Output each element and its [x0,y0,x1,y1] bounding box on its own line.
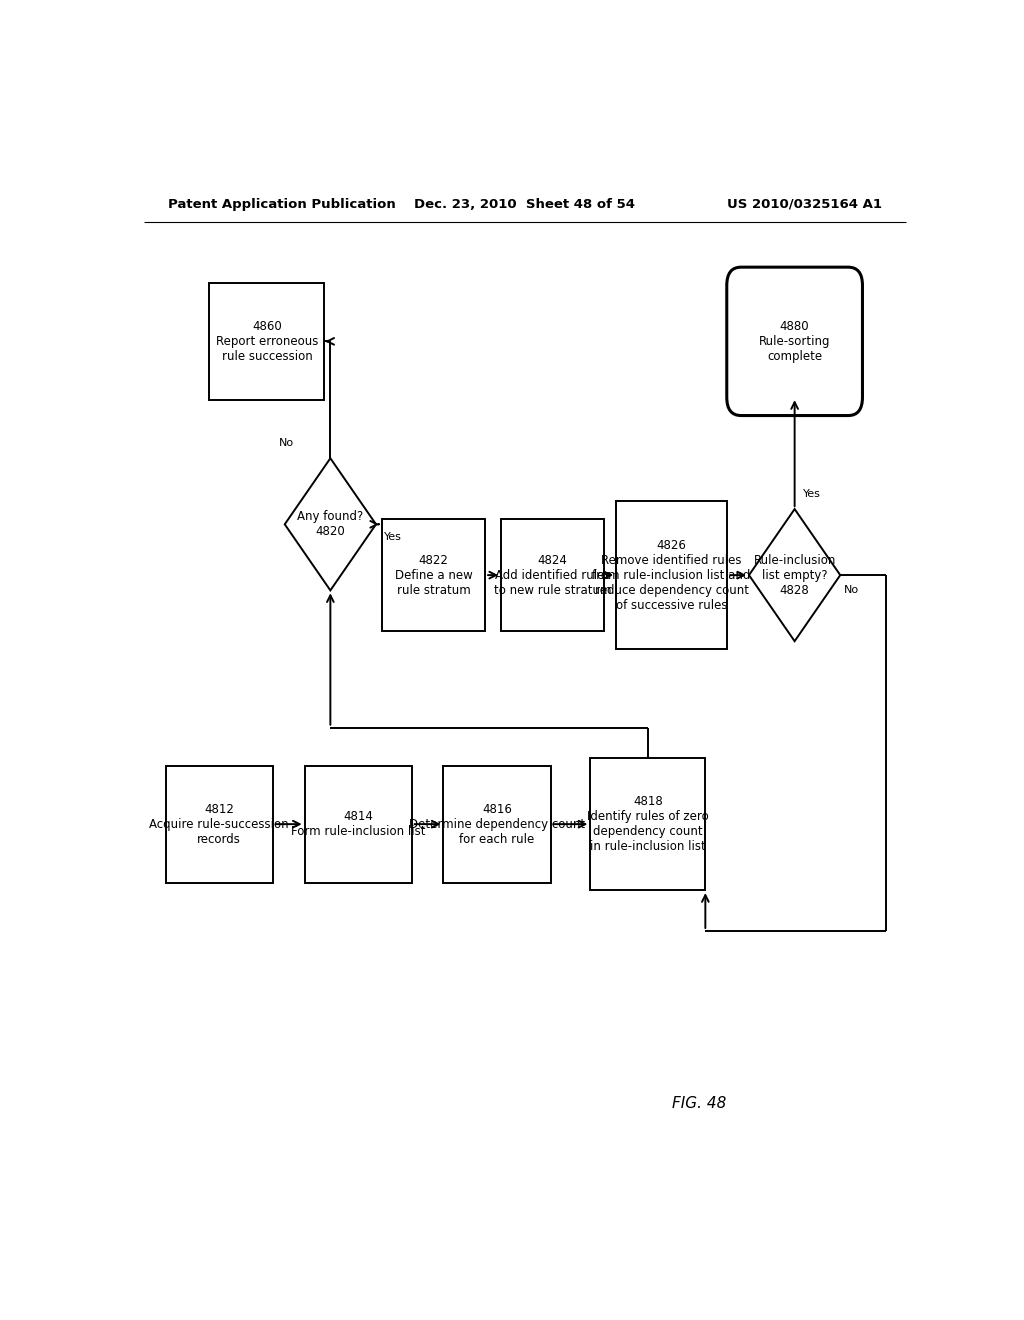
FancyBboxPatch shape [166,766,272,883]
FancyBboxPatch shape [304,766,412,883]
FancyBboxPatch shape [382,519,485,631]
Text: Any found?
4820: Any found? 4820 [297,511,364,539]
Text: Yes: Yes [803,488,820,499]
FancyBboxPatch shape [590,758,706,890]
Text: FIG. 48: FIG. 48 [672,1096,727,1111]
Text: 4826
Remove identified rules
from rule-inclusion list and
reduce dependency coun: 4826 Remove identified rules from rule-i… [593,539,751,611]
Text: Dec. 23, 2010  Sheet 48 of 54: Dec. 23, 2010 Sheet 48 of 54 [415,198,635,211]
FancyBboxPatch shape [209,282,325,400]
Text: 4818
Identify rules of zero
dependency count
in rule-inclusion list: 4818 Identify rules of zero dependency c… [587,795,709,853]
Text: Patent Application Publication: Patent Application Publication [168,198,395,211]
Text: 4860
Report erroneous
rule succession: 4860 Report erroneous rule succession [216,319,318,363]
FancyBboxPatch shape [443,766,551,883]
Text: Rule-inclusion
list empty?
4828: Rule-inclusion list empty? 4828 [754,553,836,597]
Text: 4824
Add identified rules
to new rule stratum: 4824 Add identified rules to new rule st… [494,553,611,597]
Text: 4822
Define a new
rule stratum: 4822 Define a new rule stratum [394,553,472,597]
FancyBboxPatch shape [501,519,604,631]
Text: No: No [280,438,294,447]
Polygon shape [285,458,376,590]
Text: 4812
Acquire rule-succession
records: 4812 Acquire rule-succession records [150,803,289,846]
Text: 4880
Rule-sorting
complete: 4880 Rule-sorting complete [759,319,830,363]
Text: Yes: Yes [384,532,401,543]
Text: US 2010/0325164 A1: US 2010/0325164 A1 [727,198,882,211]
Text: No: No [844,585,859,595]
FancyBboxPatch shape [616,502,727,649]
Text: 4814
Form rule-inclusion list: 4814 Form rule-inclusion list [291,810,425,838]
Text: 4816
Determine dependency count
for each rule: 4816 Determine dependency count for each… [409,803,585,846]
Polygon shape [749,510,841,642]
FancyBboxPatch shape [727,267,862,416]
